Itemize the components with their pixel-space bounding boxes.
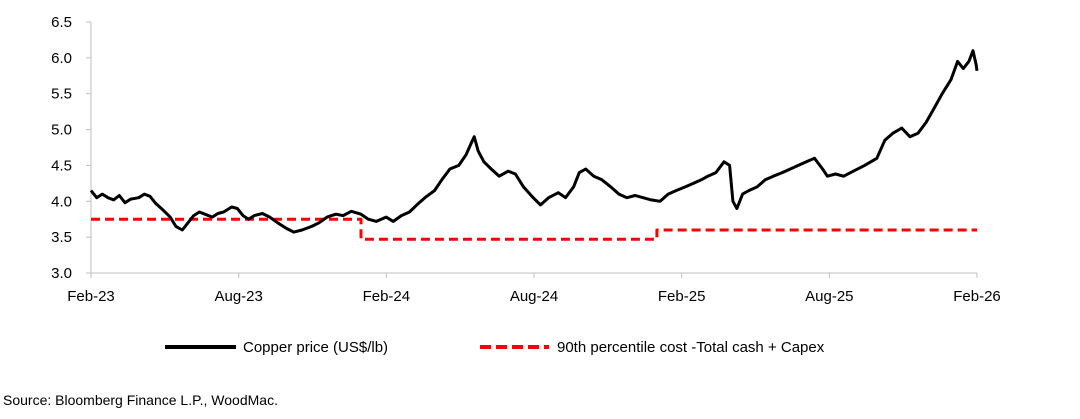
legend-label: Copper price (US$/lb): [243, 339, 388, 356]
legend: Copper price (US$/lb) 90th percentile cos…: [165, 339, 825, 356]
x-tick-label: Aug-23: [214, 288, 262, 305]
y-tick-label: 5.0: [51, 122, 72, 139]
x-axis: Feb-23 Aug-23 Feb-24 Aug-24 Feb-25 Aug-25 Feb-…: [67, 272, 1001, 305]
y-tick-label: 6.5: [51, 14, 72, 31]
source-note: Source: Bloomberg Finance L.P., WoodMac.: [3, 392, 278, 408]
y-tick-label: 6.0: [51, 50, 72, 67]
x-tick-label: Aug-25: [805, 288, 853, 305]
y-axis: 3.0 3.5 4.0 4.5 5.0 5.5 6.0 6.5: [51, 14, 92, 282]
x-tick-label: Feb-26: [953, 288, 1001, 305]
series-lines: [89, 49, 979, 241]
x-tick-label: Feb-25: [658, 288, 706, 305]
y-tick-label: 5.5: [51, 86, 72, 103]
y-tick-label: 3.5: [51, 229, 72, 246]
x-tick-label: Feb-24: [363, 288, 411, 305]
series-line-cost: [91, 217, 977, 241]
x-tick-label: Feb-23: [67, 288, 115, 305]
y-tick-label: 4.5: [51, 157, 72, 174]
x-tick-label: Aug-24: [510, 288, 558, 305]
y-tick-label: 3.0: [51, 265, 72, 282]
legend-label: 90th percentile cost -Total cash + Capex: [557, 339, 825, 356]
y-tick-label: 4.0: [51, 193, 72, 210]
series-line-copper-price: [89, 49, 979, 234]
